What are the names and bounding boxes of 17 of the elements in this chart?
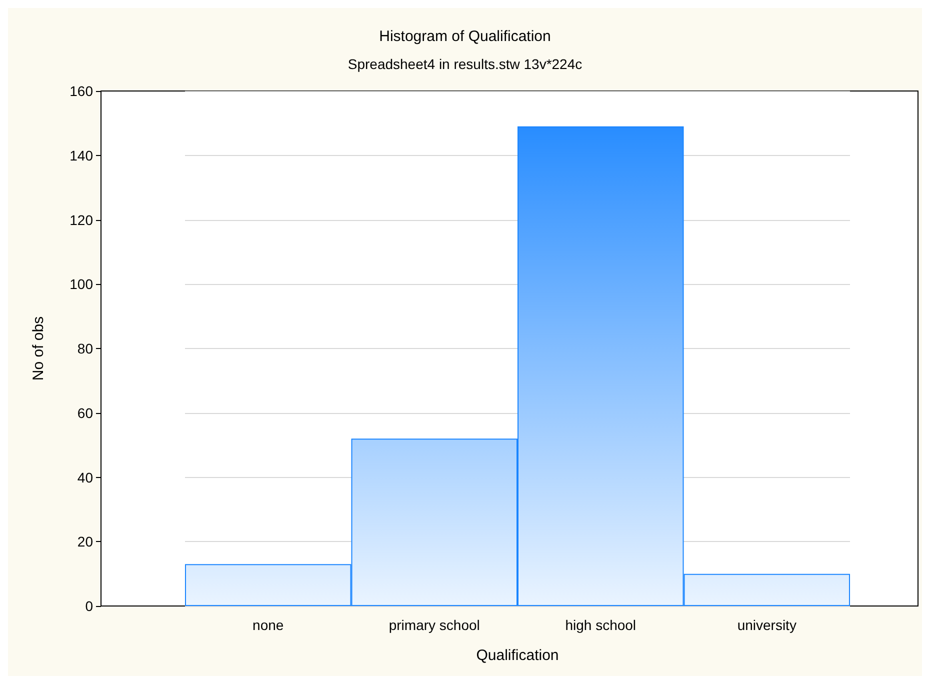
y-tick-label: 100 <box>70 276 94 292</box>
y-tick-label: 160 <box>70 83 94 99</box>
x-axis-title: Qualification <box>476 647 559 664</box>
y-axis-title: No of obs <box>30 316 47 381</box>
y-tick-label: 120 <box>70 212 94 228</box>
x-tick-label: primary school <box>388 617 480 633</box>
y-tick-label: 40 <box>77 469 94 486</box>
chart-subtitle: Spreadsheet4 in results.stw 13v*224c <box>348 56 582 72</box>
x-tick-label: none <box>252 617 284 633</box>
y-tick-label: 60 <box>77 404 94 421</box>
y-tick-label: 20 <box>77 534 94 550</box>
x-tick-label: university <box>737 617 796 633</box>
x-tick-label: high school <box>565 617 636 633</box>
y-tick-label: 0 <box>85 598 94 614</box>
y-tick-label: 80 <box>77 340 94 356</box>
y-tick-label: 140 <box>70 147 94 164</box>
chart-title: Histogram of Qualification <box>379 28 551 45</box>
